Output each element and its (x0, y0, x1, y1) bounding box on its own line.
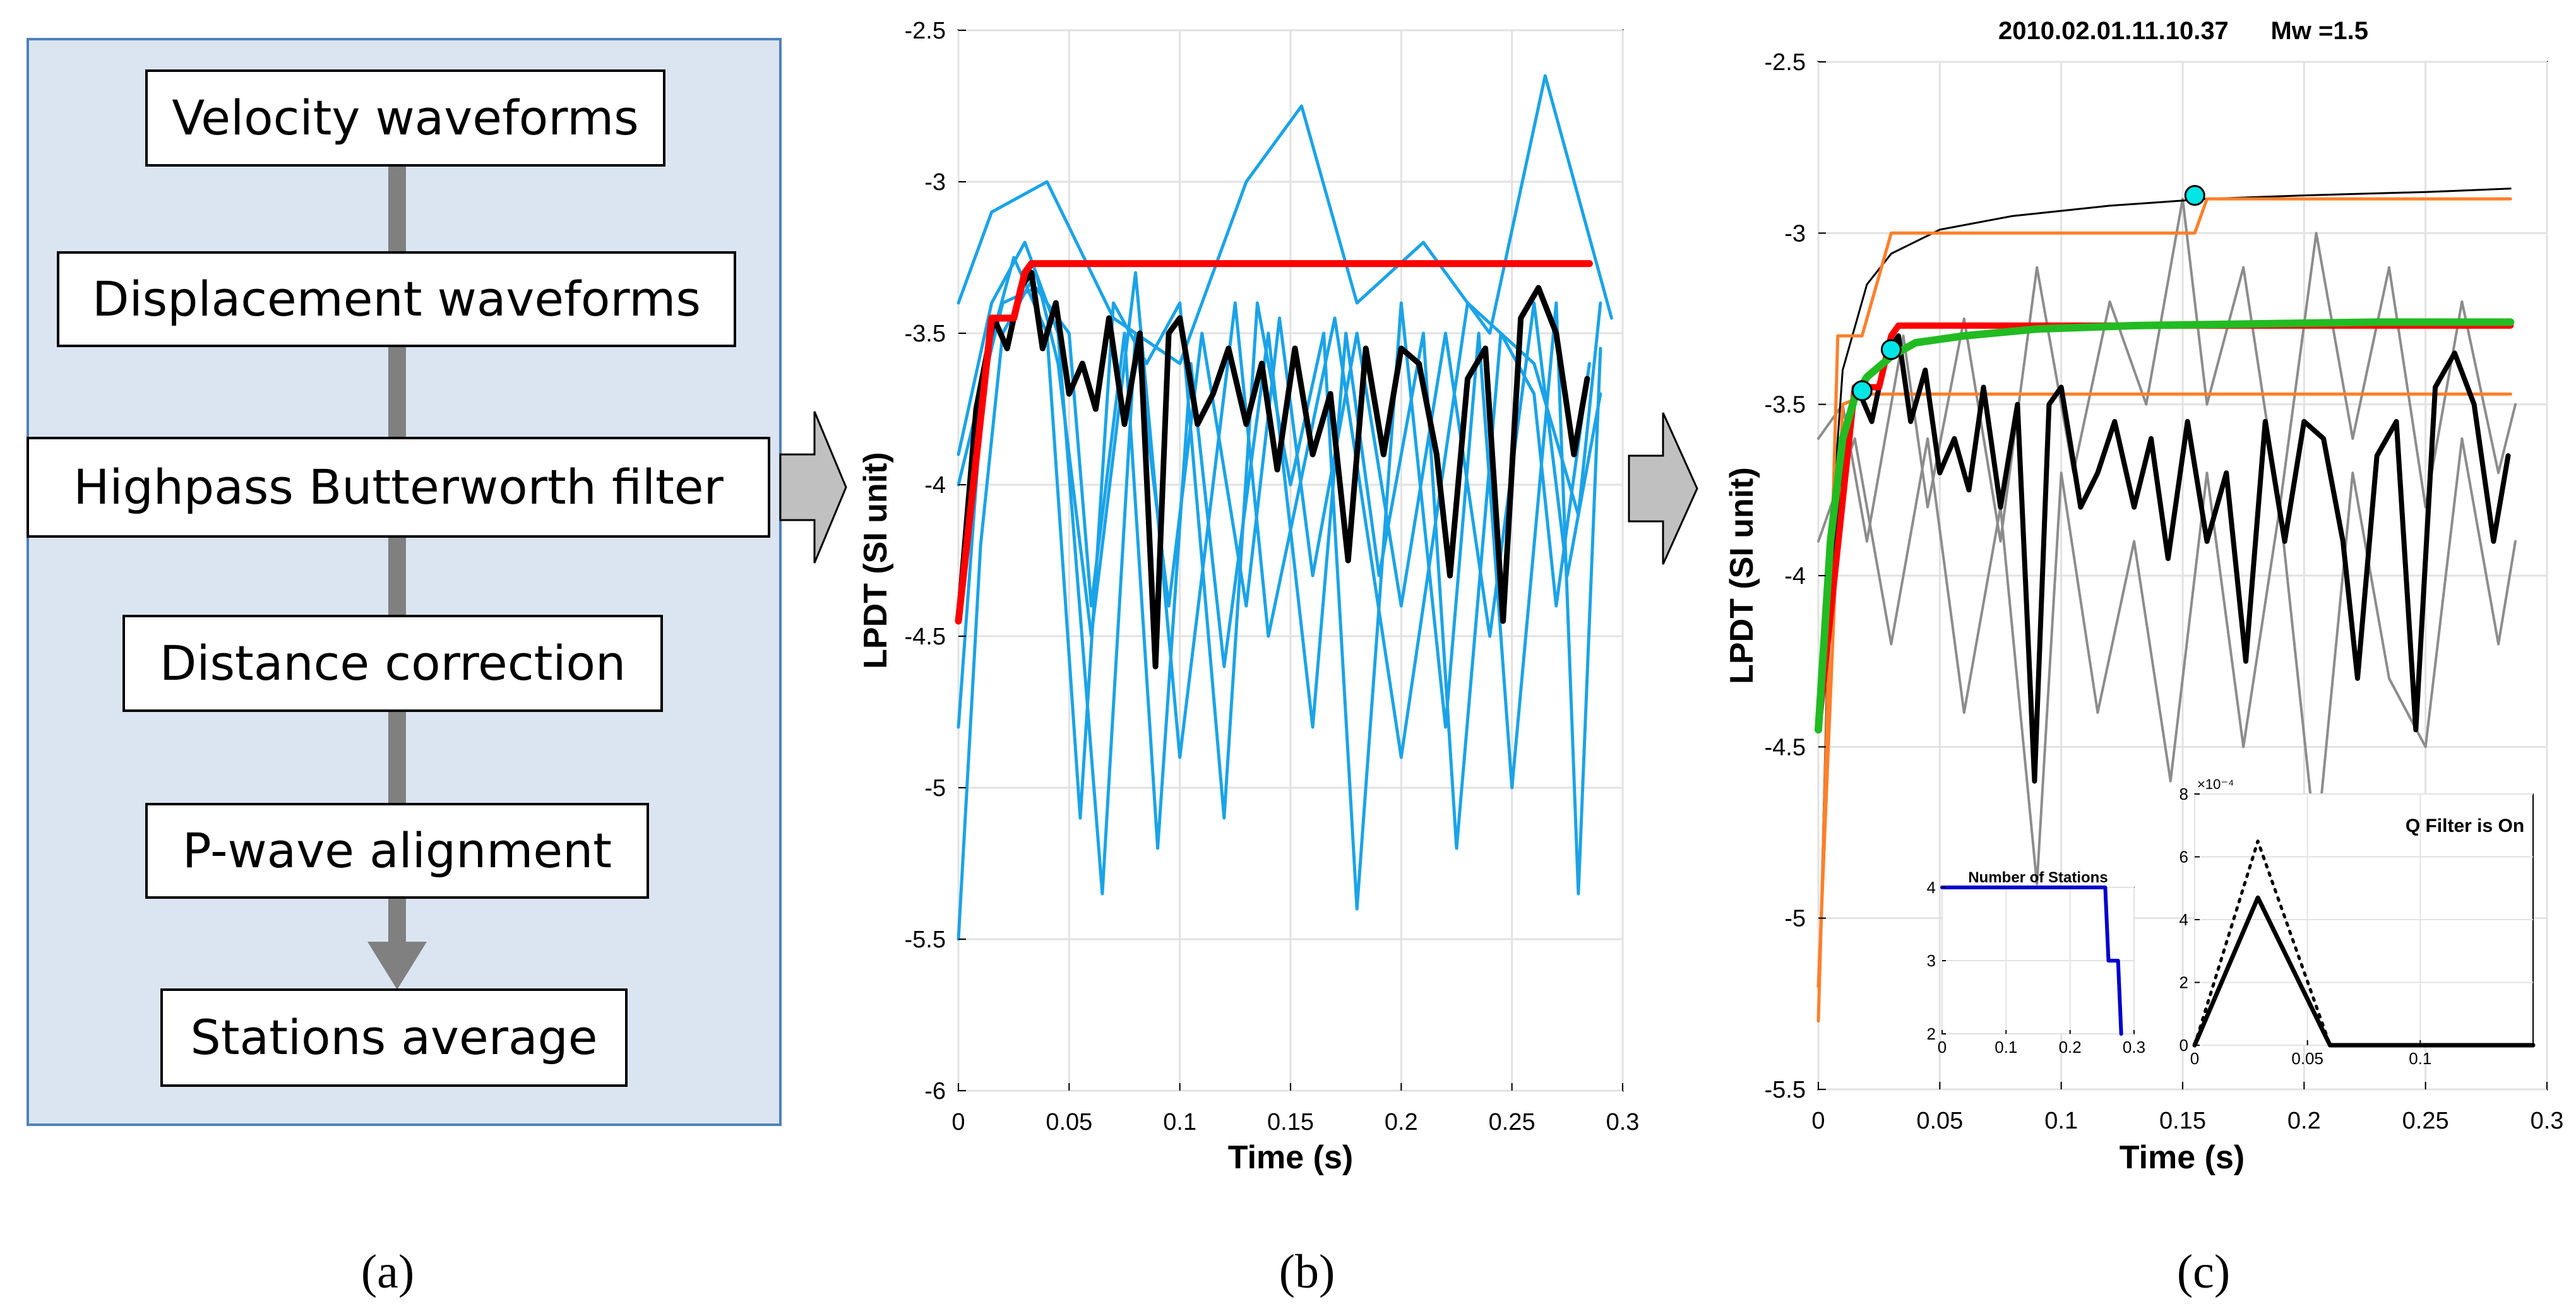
y-tick-label: -3.5 (905, 321, 946, 347)
y-tick-label: -5.5 (1765, 1077, 1806, 1103)
y-tick-label: -4.5 (905, 624, 946, 650)
x-tick-label: 0 (951, 1109, 965, 1135)
inset-stations-title: Number of Stations (1968, 869, 2108, 886)
chart-b-xlabel: Time (s) (1228, 1139, 1353, 1176)
flow-step-box (57, 251, 736, 347)
series-line-peak-envelope (955, 260, 1593, 625)
series-line-stations (1940, 886, 2123, 1036)
y-tick-label: 4 (2179, 910, 2188, 929)
y-tick-label: -3 (924, 169, 946, 196)
series-line-station-average (955, 270, 1590, 670)
flow-step-box (122, 615, 663, 712)
x-tick-label: 0 (1938, 1038, 1947, 1057)
inset-qfilter-series (2192, 839, 2536, 1048)
caption-b: (b) (1279, 1245, 1335, 1298)
inset-qfilter: 0 0.05 0.1 0 2 4 6 8 ×10⁻⁴ Q Filter is On (2179, 776, 2536, 1068)
x-tick-label: 0.15 (2159, 1108, 2206, 1134)
caption-c: (c) (2177, 1245, 2230, 1298)
y-tick-label: -2.5 (1765, 49, 1806, 76)
y-tick-label: -4.5 (1765, 734, 1806, 761)
y-tick-label: -2.5 (905, 18, 946, 44)
y-tick-label: -4 (1784, 563, 1806, 590)
x-tick-label: 0.3 (1606, 1109, 1640, 1135)
chart-b-ticks: 0 0.05 0.1 0.15 0.2 0.25 0.3 -6 -5.5 -5 -4.5 -4 -3.5… (905, 18, 1640, 1135)
inset-qfilter-title: Q Filter is On (2406, 815, 2524, 836)
y-tick-label: -4 (924, 472, 946, 499)
chart-b-ylabel: LPDT (SI unit) (857, 452, 894, 669)
inset-stations-series (1940, 886, 2123, 1036)
data-marker (2184, 185, 2205, 206)
x-tick-label: 0.2 (2287, 1108, 2321, 1134)
chart-c-ylabel: LPDT (SI unit) (1724, 467, 1760, 684)
y-tick-label: 0 (2179, 1036, 2188, 1055)
arrow-b-to-c (1628, 412, 1698, 565)
x-tick-label: 0.05 (2291, 1049, 2323, 1068)
flow-step-box (27, 437, 770, 538)
y-tick-label: 2 (2179, 973, 2188, 992)
chart-c-title: 2010.02.01.11.10.37 Mw =1.5 (1998, 17, 2368, 45)
chart-b-series (955, 74, 1613, 941)
data-marker (1880, 339, 1902, 360)
chart-c: 2010.02.01.11.10.37 Mw =1.5 0 0.05 0.1 0.15… (1724, 17, 2563, 1176)
flowchart-arrowhead (367, 942, 427, 990)
y-tick-label: -3 (1784, 220, 1806, 247)
chart-b: 0 0.05 0.1 0.15 0.2 0.25 0.3 -6 -5.5 -5 -4.5 -4 -3.5… (857, 18, 1639, 1176)
y-tick-label: -5.5 (905, 927, 946, 953)
y-tick-label: -5 (924, 775, 946, 802)
x-tick-label: 0.1 (1163, 1109, 1196, 1135)
y-tick-label: -5 (1784, 906, 1806, 932)
series-line-model-fit (1815, 318, 2515, 734)
y-tick-label: 8 (2179, 785, 2188, 803)
flow-step-filter: Highpass Butterworth filter (73, 459, 724, 515)
chart-c-series (1815, 185, 2517, 1022)
x-tick-label: 0.1 (2044, 1108, 2078, 1134)
y-tick-label: 4 (1927, 878, 1936, 897)
flow-step-distance: Distance correction (160, 635, 626, 691)
inset-qfilter-exponent: ×10⁻⁴ (2197, 776, 2234, 792)
x-tick-label: 0.2 (1385, 1109, 1418, 1135)
y-tick-label: 6 (2179, 848, 2188, 867)
series-line-fit-curve (1817, 187, 2512, 1022)
x-tick-label: 0.3 (2531, 1108, 2564, 1134)
inset-stations-ticks: 0 0.1 0.2 0.3 2 3 4 (1927, 878, 2146, 1057)
x-tick-label: 0.15 (1267, 1109, 1314, 1135)
x-tick-label: 0.1 (2409, 1049, 2431, 1068)
y-tick-label: -3.5 (1765, 392, 1806, 418)
caption-a: (a) (361, 1245, 414, 1298)
x-tick-label: 0.1 (1995, 1038, 2017, 1057)
chart-c-ticks: 0 0.05 0.1 0.15 0.2 0.25 0.3 -5.5 -5 -4.5 -4 -3.5 -3… (1765, 49, 2564, 1134)
series-line-station-1 (1817, 198, 2517, 543)
series-line-station-1 (957, 74, 1613, 365)
flow-step-displacement: Displacement waveforms (92, 271, 701, 327)
arrow-a-to-b (779, 411, 847, 564)
y-tick-label: 3 (1927, 951, 1936, 970)
data-marker (1851, 380, 1873, 401)
series-line-station-average (1816, 333, 2511, 784)
flow-step-average: Stations average (190, 1009, 597, 1065)
y-tick-label: 2 (1927, 1024, 1936, 1043)
flow-step-velocity: Velocity waveforms (172, 90, 639, 146)
flowchart-panel: Velocity waveforms Displacement waveform… (27, 38, 782, 1126)
series-line-station-5 (957, 286, 1591, 850)
flow-step-box (145, 69, 665, 167)
x-tick-label: 0 (2190, 1049, 2199, 1068)
x-tick-label: 0.05 (1046, 1109, 1092, 1135)
series-line-envelope-1 (1816, 197, 2512, 1022)
flow-step-box (160, 988, 628, 1087)
x-tick-label: 0.3 (2123, 1038, 2145, 1057)
x-tick-label: 0.25 (2402, 1108, 2449, 1134)
inset-qfilter-ticks: 0 0.05 0.1 0 2 4 6 8 (2179, 785, 2432, 1068)
x-tick-label: 0 (1811, 1108, 1825, 1134)
inset-stations: 0 0.1 0.2 0.3 2 3 4 Number of Stations (1927, 869, 2146, 1057)
series-line-solid (2192, 895, 2536, 1048)
x-tick-label: 0.05 (1916, 1108, 1963, 1134)
flow-step-box (145, 803, 649, 899)
y-tick-label: -6 (924, 1078, 946, 1105)
x-tick-label: 0.25 (1489, 1109, 1535, 1135)
x-tick-label: 0.2 (2059, 1038, 2082, 1057)
flow-step-alignment: P-wave alignment (182, 822, 612, 879)
chart-c-xlabel: Time (s) (2120, 1139, 2245, 1176)
